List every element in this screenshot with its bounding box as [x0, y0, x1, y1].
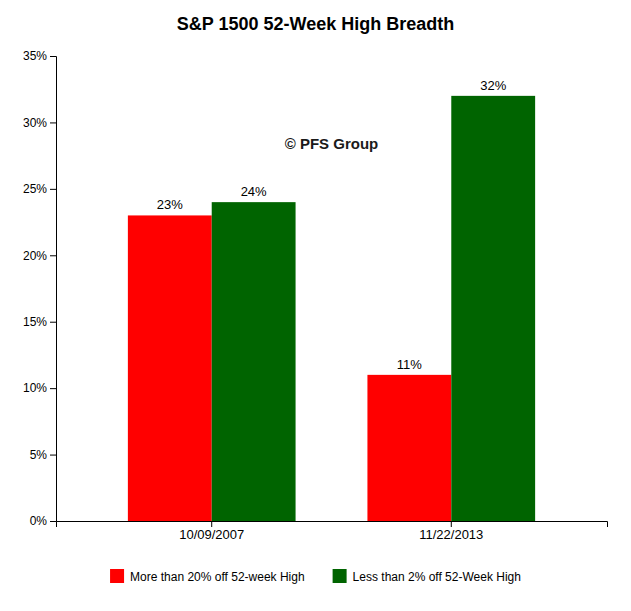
y-axis-line [50, 57, 57, 522]
y-tick: 30% [23, 116, 56, 130]
series [212, 96, 535, 521]
y-tick-label: 30% [23, 116, 47, 130]
x-tick-mark [211, 521, 212, 527]
chart: 0% 5% 10% 15% 20% 25% 30% 35% 10/09/2007 11/22/20… [0, 0, 631, 611]
plot: 0% 5% 10% 15% 20% 25% 30% 35% 10/09/2007 11/22/20… [23, 49, 608, 542]
y-tick-label: 5% [30, 448, 48, 462]
bars [128, 96, 535, 521]
data-label: 32% [480, 78, 506, 93]
legend-swatch [110, 569, 124, 583]
legend-item: More than 20% off 52-week High [110, 569, 305, 584]
y-tick: 35% [23, 49, 56, 63]
legend-swatch [333, 569, 347, 583]
data-label: 23% [157, 197, 183, 212]
y-tick: 10% [23, 381, 56, 395]
y-tick-mark [50, 56, 56, 57]
y-tick: 5% [30, 448, 56, 462]
data-label: 24% [241, 184, 267, 199]
legend-item: Less than 2% off 52-Week High [333, 569, 521, 584]
bar [367, 375, 451, 521]
annotation: © PFS Group [285, 135, 379, 152]
y-tick-mark [50, 388, 56, 389]
y-tick-mark [50, 322, 56, 323]
x-axis-line [57, 522, 608, 528]
y-tick: 0% [30, 514, 56, 528]
y-tick: 15% [23, 315, 56, 329]
bar [128, 215, 212, 521]
legend: More than 20% off 52-week High Less than … [110, 569, 521, 584]
legend-label: More than 20% off 52-week High [130, 570, 305, 584]
x-tick: 11/22/2013 [419, 521, 483, 542]
y-tick-mark [50, 122, 56, 123]
y-tick-mark [50, 521, 56, 522]
y-axis: 0% 5% 10% 15% 20% 25% 30% 35% [23, 49, 57, 528]
y-tick-label: 35% [23, 49, 47, 63]
legend-label: Less than 2% off 52-Week High [353, 570, 521, 584]
y-tick-mark [50, 455, 56, 456]
y-tick-label: 10% [23, 381, 47, 395]
x-tick: 10/09/2007 [179, 521, 244, 542]
bar [212, 202, 296, 521]
y-tick: 25% [23, 182, 56, 196]
y-tick-label: 15% [23, 315, 47, 329]
y-tick-mark [50, 189, 56, 190]
x-tick-label: 11/22/2013 [419, 527, 483, 542]
data-labels: 23% 11% 24% 32% [157, 78, 507, 372]
y-tick-label: 25% [23, 182, 47, 196]
y-tick: 20% [23, 249, 56, 263]
x-tick-mark [451, 521, 452, 527]
title: S&P 1500 52-Week High Breadth [177, 14, 454, 34]
x-axis: 10/09/2007 11/22/2013 [57, 521, 608, 542]
bar [451, 96, 535, 521]
y-tick-label: 0% [30, 514, 48, 528]
y-tick-mark [50, 255, 56, 256]
data-label: 11% [397, 357, 422, 372]
y-tick-label: 20% [23, 249, 47, 263]
x-tick-label: 10/09/2007 [179, 527, 244, 542]
